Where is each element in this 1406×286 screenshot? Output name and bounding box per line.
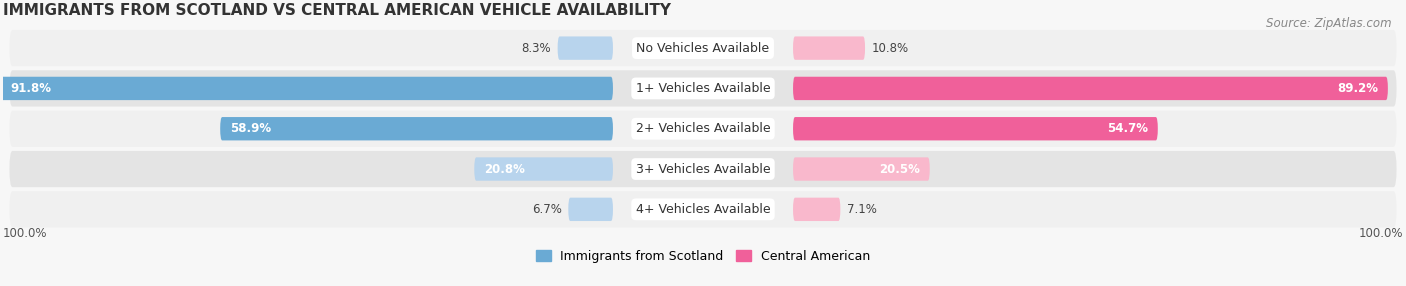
FancyBboxPatch shape bbox=[568, 198, 613, 221]
Text: 100.0%: 100.0% bbox=[3, 227, 48, 240]
Text: 4+ Vehicles Available: 4+ Vehicles Available bbox=[636, 203, 770, 216]
FancyBboxPatch shape bbox=[558, 36, 613, 60]
Text: 10.8%: 10.8% bbox=[872, 42, 908, 55]
Text: 2+ Vehicles Available: 2+ Vehicles Available bbox=[636, 122, 770, 135]
FancyBboxPatch shape bbox=[10, 111, 1396, 147]
Text: 7.1%: 7.1% bbox=[846, 203, 877, 216]
Text: 3+ Vehicles Available: 3+ Vehicles Available bbox=[636, 162, 770, 176]
FancyBboxPatch shape bbox=[793, 117, 1157, 140]
Text: 20.8%: 20.8% bbox=[484, 162, 524, 176]
FancyBboxPatch shape bbox=[474, 157, 613, 181]
Text: 8.3%: 8.3% bbox=[522, 42, 551, 55]
FancyBboxPatch shape bbox=[10, 151, 1396, 187]
Text: 91.8%: 91.8% bbox=[11, 82, 52, 95]
FancyBboxPatch shape bbox=[793, 198, 841, 221]
Text: 20.5%: 20.5% bbox=[879, 162, 920, 176]
Text: 54.7%: 54.7% bbox=[1107, 122, 1147, 135]
FancyBboxPatch shape bbox=[793, 77, 1388, 100]
FancyBboxPatch shape bbox=[10, 191, 1396, 227]
FancyBboxPatch shape bbox=[1, 77, 613, 100]
Text: 89.2%: 89.2% bbox=[1337, 82, 1378, 95]
Text: Source: ZipAtlas.com: Source: ZipAtlas.com bbox=[1267, 17, 1392, 30]
FancyBboxPatch shape bbox=[10, 70, 1396, 107]
Text: No Vehicles Available: No Vehicles Available bbox=[637, 42, 769, 55]
Text: 58.9%: 58.9% bbox=[231, 122, 271, 135]
FancyBboxPatch shape bbox=[793, 157, 929, 181]
Text: 1+ Vehicles Available: 1+ Vehicles Available bbox=[636, 82, 770, 95]
FancyBboxPatch shape bbox=[10, 30, 1396, 66]
Text: 100.0%: 100.0% bbox=[1358, 227, 1403, 240]
FancyBboxPatch shape bbox=[221, 117, 613, 140]
Text: 6.7%: 6.7% bbox=[531, 203, 561, 216]
Legend: Immigrants from Scotland, Central American: Immigrants from Scotland, Central Americ… bbox=[530, 245, 876, 268]
FancyBboxPatch shape bbox=[793, 36, 865, 60]
Text: IMMIGRANTS FROM SCOTLAND VS CENTRAL AMERICAN VEHICLE AVAILABILITY: IMMIGRANTS FROM SCOTLAND VS CENTRAL AMER… bbox=[3, 3, 671, 18]
